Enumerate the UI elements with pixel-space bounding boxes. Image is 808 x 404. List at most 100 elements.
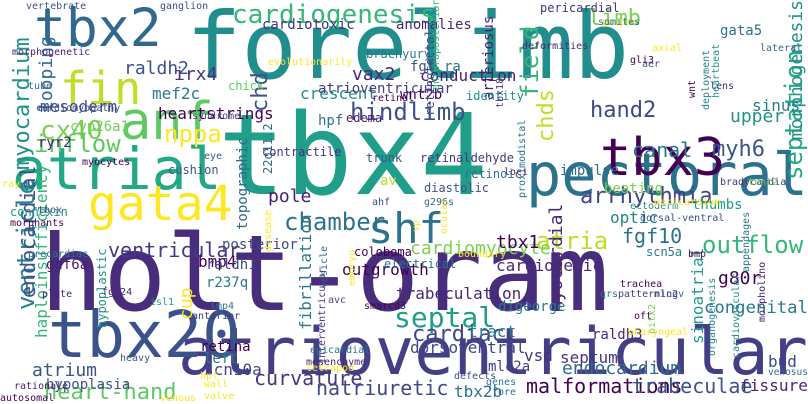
cloud-word: hpf	[200, 371, 219, 382]
cloud-word: vsd	[524, 346, 553, 365]
cloud-word: appendages	[741, 211, 752, 272]
cloud-word: anomalies	[396, 17, 472, 33]
cloud-word: heartstrings	[158, 104, 274, 123]
cloud-word: ahf	[372, 197, 391, 208]
cloud-word: arrhythmia	[580, 184, 713, 209]
cloud-word: vax2	[352, 64, 396, 85]
cloud-word: coloboma	[354, 245, 412, 259]
cloud-word: somites	[598, 17, 641, 28]
cloud-word: fibrillation	[296, 214, 315, 330]
cloud-word: septal	[394, 301, 496, 334]
cloud-word: retinaldehyde	[420, 151, 514, 165]
cloud-word: ray	[2, 179, 21, 190]
cloud-word: pericardial	[540, 1, 620, 15]
cloud-word: cx40	[40, 116, 103, 146]
cloud-word: av	[380, 173, 397, 189]
cloud-word: beating	[604, 181, 664, 197]
cloud-word: proximodistal	[517, 119, 528, 198]
cloud-word: mef2c	[152, 84, 201, 103]
cloud-word: tbx2b	[454, 382, 503, 401]
cloud-word: precardiac	[28, 249, 89, 260]
cloud-word: atria	[536, 227, 609, 255]
cloud-word: upper	[730, 106, 785, 127]
cloud-word: anf	[120, 92, 214, 152]
cloud-word: boundary	[458, 249, 507, 260]
cloud-word: tbx4	[218, 91, 488, 221]
cloud-word: qrs	[600, 289, 619, 300]
cloud-word: scn5a	[646, 245, 683, 259]
cloud-word: limb	[588, 6, 641, 31]
cloud-word: digeorge	[498, 299, 566, 315]
cloud-word: tbx2	[34, 0, 162, 59]
cloud-word: cushion	[168, 163, 219, 177]
cloud-word: endocardium	[562, 358, 682, 379]
cloud-word: arteriosus	[481, 15, 497, 100]
cloud-word: wall	[204, 379, 229, 390]
cloud-word: g80r	[718, 268, 762, 289]
cloud-word: atrium	[32, 360, 98, 381]
cloud-word: fissure	[740, 376, 808, 395]
cloud-word: bradycardia	[720, 177, 787, 188]
cloud-word: chick	[228, 79, 265, 93]
cloud-word: atrioventricular	[178, 314, 808, 390]
cloud-word: left	[204, 351, 238, 367]
cloud-word: retinoic	[464, 167, 522, 181]
cloud-word: sinus	[752, 96, 801, 115]
cloud-word: avc	[328, 295, 347, 306]
cloud-word: cardiogenic	[496, 256, 602, 275]
cloud-word: dorsoventral	[410, 338, 526, 357]
cloud-word: disease	[263, 209, 274, 252]
cloud-word: dorsal-ventral	[640, 213, 725, 224]
cloud-word: trabeculae	[632, 374, 753, 398]
cloud-word: conduction	[420, 66, 517, 85]
cloud-word: holt-oram	[40, 213, 609, 335]
cloud-word: natriuretic	[316, 376, 449, 400]
cloud-word: topographic	[235, 137, 251, 230]
cloud-word: eye	[204, 151, 223, 162]
cloud-word: morphants	[10, 218, 65, 229]
cloud-word: venosus	[768, 367, 808, 378]
cloud-word: smarcd3	[364, 301, 407, 312]
cloud-word: valve	[204, 391, 235, 402]
cloud-word: shf	[368, 204, 444, 253]
cloud-word: forelimb	[186, 0, 630, 100]
cloud-word: heart-hand	[44, 380, 177, 404]
cloud-word: tbx3	[600, 128, 726, 188]
cloud-word: posterior	[222, 237, 298, 253]
cloud-word: venous	[160, 393, 197, 404]
cloud-word: g296s	[424, 197, 455, 208]
cloud-word: tbx18	[495, 77, 506, 108]
cloud-word: bmp4	[198, 252, 237, 271]
cloud-word: retina	[200, 339, 251, 355]
cloud-word: gdf6a	[46, 257, 89, 273]
cloud-word: epicardial	[310, 345, 371, 356]
cloud-word: rationale	[14, 381, 69, 392]
cloud-word: raldh1	[206, 257, 257, 273]
cloud-word: curvature	[254, 366, 363, 390]
cloud-word: electrical	[384, 257, 457, 271]
cloud-word: identity	[466, 89, 524, 103]
cloud-word: oft	[634, 311, 653, 322]
cloud-word: tube	[28, 81, 53, 92]
cloud-word: ra	[444, 59, 461, 75]
cloud-word: cardiogenesis	[232, 0, 436, 30]
cloud-word: septum	[560, 348, 618, 367]
cloud-word: outflow	[702, 231, 804, 259]
cloud-word: gata4	[88, 176, 233, 232]
cloud-word: hindlimb	[350, 98, 466, 126]
cloud-word: pectoral	[526, 141, 808, 209]
cloud-word: field	[516, 25, 544, 98]
cloud-word: fgf	[410, 59, 436, 75]
cloud-word: atrioventricular	[318, 81, 453, 97]
cloud-word: cardiotoxic	[262, 17, 355, 33]
cloud-word: outgrowth	[342, 260, 429, 279]
cloud-word: anteroposterior	[431, 0, 442, 91]
cloud-word: tetrapod	[306, 363, 355, 374]
cloud-word: defects	[454, 371, 497, 382]
cloud-word: irx4	[174, 64, 218, 85]
cloud-word: contractile	[262, 145, 342, 159]
cloud-word: fin	[60, 62, 142, 115]
cloud-word: vp	[411, 219, 422, 232]
cloud-word: vertebrate	[26, 1, 87, 12]
